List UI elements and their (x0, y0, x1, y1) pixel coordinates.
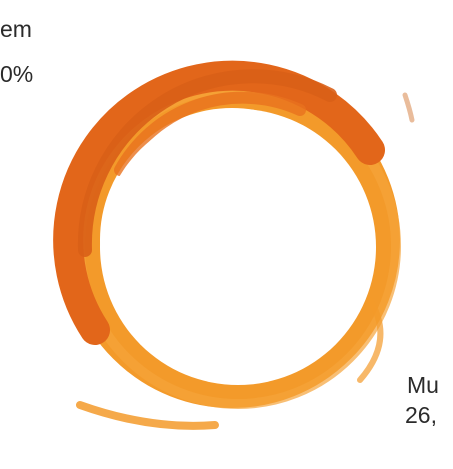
label-line: Mu (407, 372, 439, 398)
label-line: 0% (0, 61, 33, 87)
stroke-tail (76, 401, 219, 430)
label-line: em (0, 16, 32, 42)
ring-dark (53, 60, 385, 345)
ring-dark-outer (77, 69, 337, 257)
ring-center (100, 109, 376, 385)
brush-ring (53, 60, 415, 430)
stroke-tail (402, 92, 415, 123)
ring-dark-inner (114, 91, 306, 176)
stroke-tail (357, 297, 384, 383)
label-line: 26, (405, 402, 437, 428)
